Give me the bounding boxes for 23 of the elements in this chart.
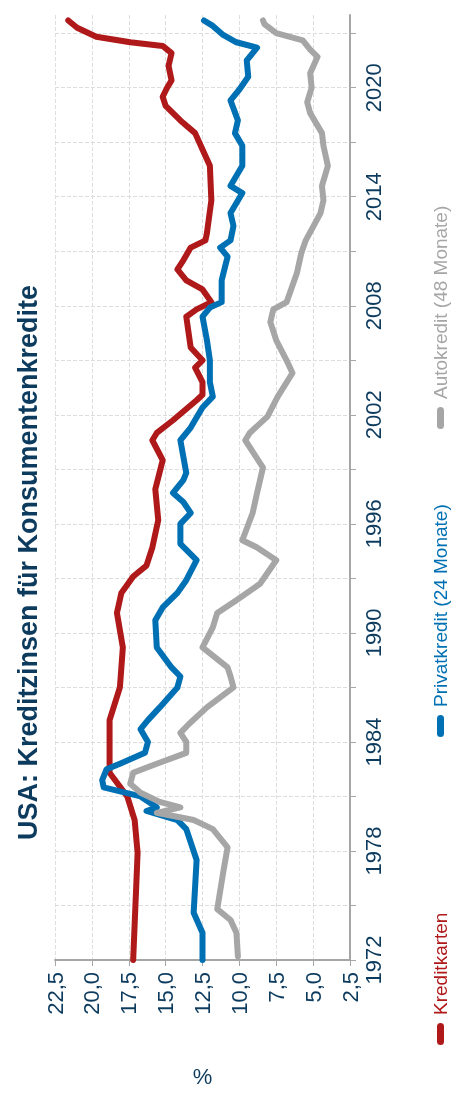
y-tick-label: 1972 — [360, 935, 386, 985]
text: Kreditkarten — [429, 912, 451, 1015]
y-tick-label: 1978 — [360, 826, 386, 876]
x-tick-label: 22,5 — [42, 972, 68, 1015]
x-axis-title: % — [192, 1063, 213, 1089]
x-tick-label: 2,5 — [337, 972, 363, 1003]
x-tick-label: 17,5 — [116, 972, 142, 1015]
y-tick-label: 1990 — [360, 608, 386, 658]
x-tick-label: 10,0 — [226, 972, 252, 1015]
x-tick-label: 20,0 — [79, 972, 105, 1015]
x-tick-label: 5,0 — [300, 972, 326, 1003]
y-tick-label: 2014 — [360, 172, 386, 222]
x-tick-label: 15,0 — [153, 972, 179, 1015]
y-tick-label: 1996 — [360, 499, 386, 549]
y-tick-label: 2020 — [360, 63, 386, 113]
x-tick-label: 7,5 — [263, 972, 289, 1003]
text: USA: Kreditzinsen für Konsumentenkredite — [13, 284, 43, 840]
y-tick-label: 2002 — [360, 390, 386, 440]
text: Autokredit (48 Monate) — [429, 205, 451, 399]
y-tick-label: 1984 — [360, 717, 386, 767]
text: Privatkredit (24 Monate) — [429, 504, 451, 707]
x-tick-label: 12,5 — [190, 972, 215, 1015]
y-tick-label: 2008 — [360, 281, 386, 331]
